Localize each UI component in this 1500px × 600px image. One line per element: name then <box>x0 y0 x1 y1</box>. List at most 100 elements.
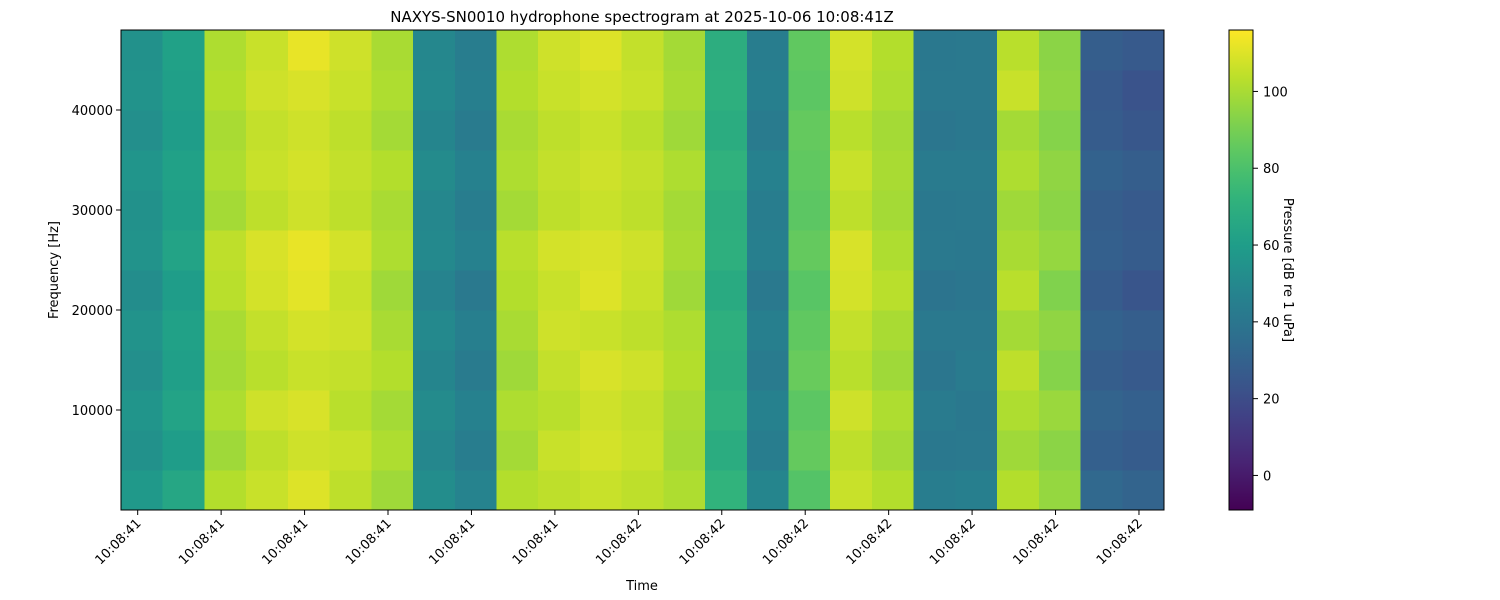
heatmap-cell <box>830 110 873 151</box>
heatmap-cell <box>1080 190 1123 231</box>
heatmap <box>121 30 1165 511</box>
heatmap-cell <box>913 70 956 111</box>
heatmap-cell <box>997 230 1040 271</box>
heatmap-cell <box>871 310 915 351</box>
heatmap-cell <box>287 430 331 471</box>
heatmap-cell <box>287 390 331 431</box>
x-tick-label: 10:08:41 <box>426 516 478 568</box>
heatmap-cell <box>997 110 1040 151</box>
heatmap-cell <box>1038 70 1082 111</box>
heatmap-cell <box>496 70 539 111</box>
heatmap-cell <box>1038 110 1082 151</box>
heatmap-cell <box>663 350 706 391</box>
heatmap-cell <box>121 310 164 351</box>
heatmap-cell <box>871 70 915 111</box>
heatmap-cell <box>871 190 915 231</box>
heatmap-cell <box>1122 110 1165 151</box>
heatmap-cell <box>579 190 623 231</box>
heatmap-cell <box>1122 270 1165 311</box>
heatmap-cell <box>538 30 581 71</box>
heatmap-cell <box>246 150 289 191</box>
colorbar-tick-label: 40 <box>1263 316 1280 331</box>
heatmap-cell <box>121 430 164 471</box>
heatmap-cell <box>913 430 956 471</box>
heatmap-cell <box>579 150 623 191</box>
heatmap-cell <box>496 150 539 191</box>
heatmap-cell <box>663 150 706 191</box>
heatmap-cell <box>1080 470 1123 511</box>
heatmap-cell <box>121 150 164 191</box>
heatmap-cell <box>663 430 706 471</box>
heatmap-cell <box>538 390 581 431</box>
heatmap-cell <box>329 70 372 111</box>
heatmap-cell <box>1038 470 1082 511</box>
heatmap-cell <box>579 270 623 311</box>
heatmap-cell <box>1038 350 1082 391</box>
heatmap-cell <box>746 470 790 511</box>
heatmap-cell <box>329 390 372 431</box>
heatmap-cell <box>663 30 706 71</box>
heatmap-cell <box>496 110 539 151</box>
heatmap-cell <box>454 270 498 311</box>
heatmap-cell <box>830 390 873 431</box>
heatmap-cell <box>830 430 873 471</box>
heatmap-cell <box>413 230 456 271</box>
heatmap-cell <box>1080 30 1123 71</box>
heatmap-cell <box>538 430 581 471</box>
heatmap-cell <box>162 70 206 111</box>
heatmap-cell <box>329 470 372 511</box>
heatmap-cell <box>1122 30 1165 71</box>
heatmap-cell <box>413 70 456 111</box>
heatmap-cell <box>830 150 873 191</box>
heatmap-cell <box>371 310 414 351</box>
colorbar-frame <box>1228 29 1254 511</box>
heatmap-cell <box>413 270 456 311</box>
heatmap-cell <box>830 70 873 111</box>
heatmap-cell <box>955 270 998 311</box>
x-tick-label: 10:08:41 <box>510 516 562 568</box>
heatmap-cell <box>871 430 915 471</box>
heatmap-cell <box>955 230 998 271</box>
heatmap-cell <box>913 150 956 191</box>
heatmap-cell <box>413 350 456 391</box>
heatmap-cell <box>162 150 206 191</box>
heatmap-cell <box>121 190 164 231</box>
heatmap-cell <box>997 190 1040 231</box>
heatmap-cell <box>1080 390 1123 431</box>
heatmap-cell <box>121 390 164 431</box>
heatmap-cell <box>246 110 289 151</box>
heatmap-cell <box>705 150 748 191</box>
heatmap-cell <box>788 390 831 431</box>
heatmap-cell <box>955 470 998 511</box>
heatmap-cell <box>454 30 498 71</box>
heatmap-cell <box>121 270 164 311</box>
heatmap-cell <box>705 310 748 351</box>
heatmap-cell <box>287 190 331 231</box>
heatmap-cell <box>538 310 581 351</box>
heatmap-cell <box>1122 470 1165 511</box>
heatmap-cell <box>621 70 664 111</box>
y-tick-label: 10000 <box>72 404 113 419</box>
heatmap-cell <box>329 30 372 71</box>
heatmap-cell <box>121 470 164 511</box>
heatmap-cell <box>454 390 498 431</box>
heatmap-cell <box>871 150 915 191</box>
heatmap-cell <box>454 190 498 231</box>
heatmap-cell <box>454 70 498 111</box>
heatmap-cell <box>663 230 706 271</box>
heatmap-cell <box>955 390 998 431</box>
heatmap-cell <box>871 110 915 151</box>
x-tick-label: 10:08:41 <box>176 516 228 568</box>
heatmap-cell <box>204 430 247 471</box>
heatmap-cell <box>1080 350 1123 391</box>
y-tick-label: 30000 <box>72 204 113 219</box>
heatmap-cell <box>913 30 956 71</box>
plot-frame <box>120 29 1165 511</box>
heatmap-cell <box>1038 190 1082 231</box>
heatmap-cell <box>621 430 664 471</box>
heatmap-cell <box>746 70 790 111</box>
heatmap-cell <box>1122 430 1165 471</box>
heatmap-cell <box>913 310 956 351</box>
colorbar-tick-label: 80 <box>1263 162 1280 177</box>
heatmap-cell <box>1038 390 1082 431</box>
